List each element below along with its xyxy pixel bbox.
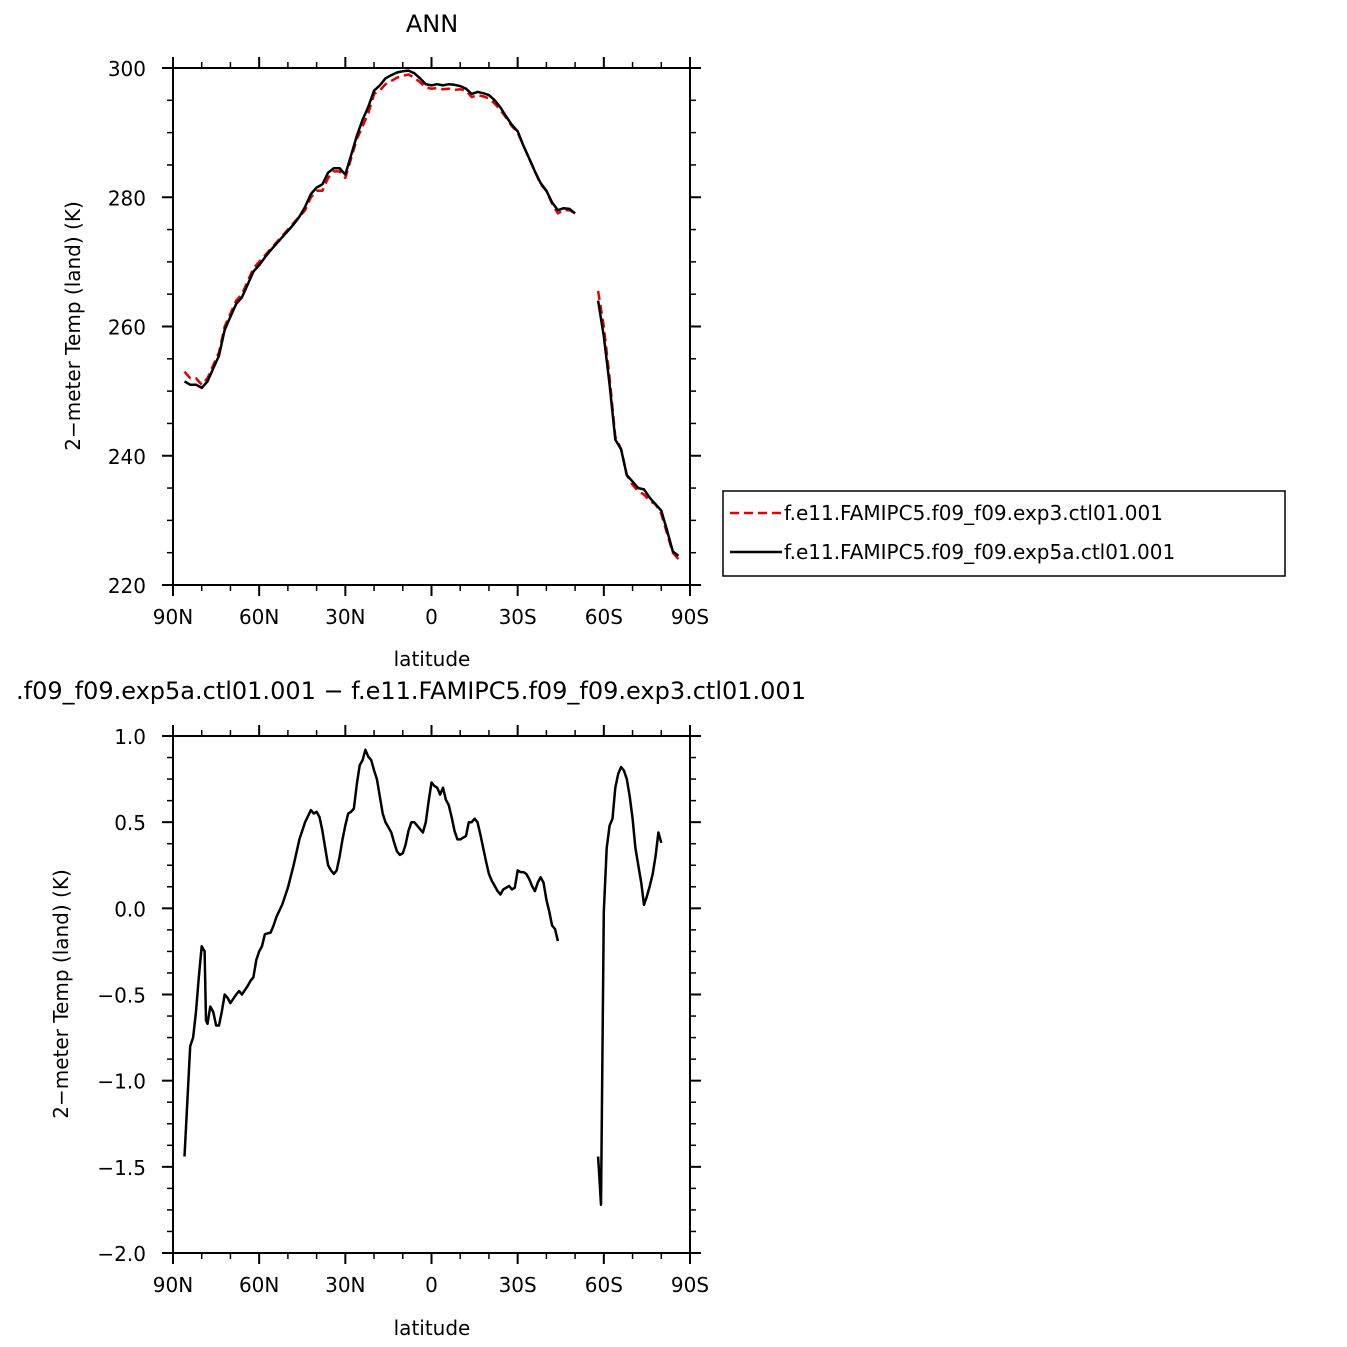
series-line (183, 73, 576, 386)
x-tick-label: 60N (239, 1273, 279, 1297)
x-tick-label: 30S (499, 605, 537, 629)
x-tick-label: 30N (325, 1273, 365, 1297)
y-tick-label: 300 (108, 57, 146, 81)
plot-frame (172, 67, 691, 586)
series-line (183, 748, 560, 1157)
x-tick-label: 90N (153, 605, 193, 629)
series-line (596, 300, 680, 557)
x-tick-label: 0 (425, 605, 438, 629)
x-tick-label: 30S (499, 1273, 537, 1297)
legend: f.e11.FAMIPC5.f09_f09.exp3.ctl01.001 f.e… (722, 490, 1286, 577)
x-tick-label: 60S (585, 1273, 623, 1297)
series-group (183, 748, 663, 1206)
series-line (596, 765, 663, 1206)
y-tick-label: −1.5 (97, 1156, 146, 1180)
y-tick-label: 220 (108, 574, 146, 598)
chart-title: .f09_f09.exp5a.ctl01.001 − f.e11.FAMIPC5… (16, 677, 806, 705)
y-tick-label: −1.0 (97, 1070, 146, 1094)
axis-ticks: 90N 60N 30N 0 30S 60S 90S 220 240 260 280 300 (108, 57, 709, 629)
axis-ticks: 90N 60N 30N 0 30S 60S 90S −2.0 −1.5 −1.0 −0.5 0.0 0.… (97, 725, 709, 1297)
y-tick-label: −2.0 (97, 1242, 146, 1266)
chart-title: ANN (406, 10, 458, 38)
series-line (596, 290, 680, 560)
x-axis-label: latitude (394, 647, 471, 671)
x-tick-label: 30N (325, 605, 365, 629)
series-group (183, 69, 680, 560)
series-line (183, 69, 576, 390)
y-tick-label: −0.5 (97, 984, 146, 1008)
y-axis-label: 2−meter Temp (land) (K) (49, 869, 73, 1119)
difference-chart: .f09_f09.exp5a.ctl01.001 − f.e11.FAMIPC5… (16, 677, 806, 1340)
y-tick-label: 280 (108, 186, 146, 210)
temperature-chart: ANN 90N 60N 30N 0 30S 60S 90S 220 240 260 280 300 l… (61, 10, 1286, 671)
y-tick-label: 1.0 (114, 725, 146, 749)
legend-label-exp5a: f.e11.FAMIPC5.f09_f09.exp5a.ctl01.001 (784, 540, 1175, 564)
y-axis-label: 2−meter Temp (land) (K) (61, 201, 85, 451)
y-tick-label: 0.5 (114, 811, 146, 835)
legend-box (722, 490, 1286, 577)
x-axis-label: latitude (394, 1316, 471, 1340)
x-tick-label: 60S (585, 605, 623, 629)
y-tick-label: 260 (108, 316, 146, 340)
x-tick-label: 90N (153, 1273, 193, 1297)
x-tick-label: 60N (239, 605, 279, 629)
y-tick-label: 240 (108, 445, 146, 469)
x-tick-label: 90S (671, 605, 709, 629)
x-tick-label: 0 (425, 1273, 438, 1297)
y-tick-label: 0.0 (114, 897, 146, 921)
x-tick-label: 90S (671, 1273, 709, 1297)
legend-label-exp3: f.e11.FAMIPC5.f09_f09.exp3.ctl01.001 (784, 501, 1163, 525)
